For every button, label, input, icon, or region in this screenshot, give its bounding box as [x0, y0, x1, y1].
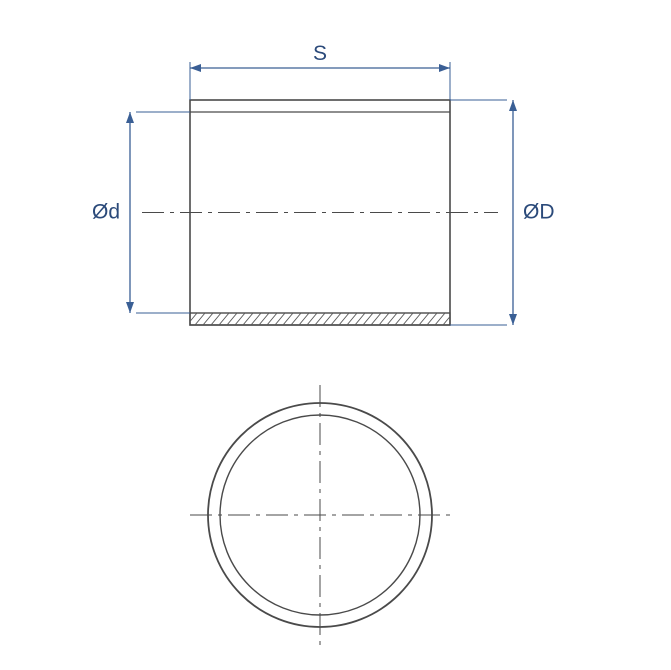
dim-d-label: Ød: [92, 201, 120, 224]
dim-s-label: S: [313, 42, 327, 65]
section-hatch: [30, 307, 671, 331]
dim-D-label: ØD: [523, 201, 555, 224]
